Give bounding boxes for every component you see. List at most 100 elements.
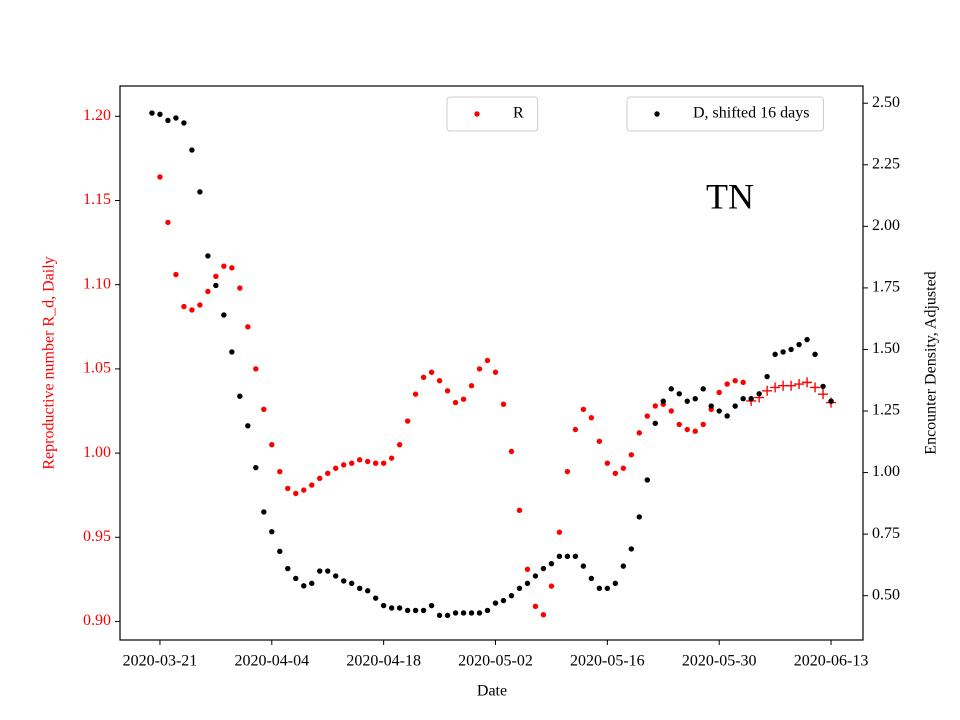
x-axis-label: Date: [477, 683, 507, 700]
point: [452, 610, 459, 616]
point: [237, 285, 243, 291]
point: [652, 403, 658, 409]
point: [508, 592, 515, 599]
point: [786, 380, 797, 391]
point: [628, 452, 635, 458]
point: [380, 602, 387, 609]
point: [684, 398, 690, 404]
x-tick-label: 2020-05-02: [458, 653, 533, 670]
point: [500, 401, 507, 407]
point: [692, 428, 698, 434]
point: [181, 120, 187, 126]
point: [460, 396, 467, 402]
point: [325, 568, 331, 574]
point: [772, 351, 778, 358]
x-tick-label: 2020-06-13: [794, 653, 869, 670]
point: [516, 585, 523, 591]
point: [708, 403, 714, 409]
y-tick-label: 1.00: [83, 444, 111, 461]
point: [404, 607, 411, 614]
point: [492, 600, 499, 606]
point: [524, 566, 531, 572]
point: [205, 253, 211, 259]
point: [620, 465, 627, 471]
point: [428, 602, 435, 609]
point: [428, 369, 435, 375]
point: [572, 426, 579, 433]
y2-tick-label: 1.50: [872, 340, 900, 357]
point: [492, 369, 499, 375]
point: [189, 147, 195, 153]
point: [213, 273, 219, 279]
point: [716, 389, 722, 396]
point: [380, 460, 387, 466]
point: [820, 383, 826, 390]
point: [293, 490, 299, 497]
point: [762, 385, 773, 396]
point: [828, 398, 834, 404]
point: [644, 477, 650, 483]
point: [770, 382, 781, 393]
point: [484, 357, 491, 364]
point: [325, 470, 331, 476]
point: [572, 553, 579, 559]
point: [261, 509, 267, 515]
point: [173, 271, 179, 278]
legend-marker: [654, 111, 660, 117]
point: [508, 448, 515, 455]
point: [564, 553, 571, 559]
point: [532, 573, 539, 579]
point: [540, 612, 547, 618]
point: [548, 560, 555, 567]
point: [588, 415, 595, 421]
x-tick-label: 2020-03-21: [123, 653, 198, 670]
point: [396, 441, 403, 448]
point: [388, 455, 395, 461]
x-tick-label: 2020-04-04: [234, 653, 309, 670]
y-tick-label: 0.90: [83, 612, 111, 629]
point: [149, 110, 155, 116]
point: [668, 408, 674, 414]
point: [516, 507, 523, 514]
point: [301, 487, 307, 493]
point: [317, 475, 323, 482]
y2-tick-label: 2.25: [872, 155, 900, 172]
point: [372, 595, 379, 601]
point: [412, 391, 419, 397]
point: [237, 393, 243, 399]
y-tick-label: 1.15: [83, 191, 111, 208]
point: [740, 379, 746, 386]
point: [221, 312, 227, 318]
point: [732, 403, 738, 409]
point: [364, 588, 371, 594]
point: [245, 423, 251, 429]
point: [596, 585, 603, 591]
point: [253, 366, 259, 372]
x-tick-label: 2020-05-30: [682, 653, 757, 670]
point: [444, 388, 451, 394]
point: [724, 381, 730, 387]
legend-marker: [474, 111, 480, 117]
point: [628, 546, 635, 552]
point: [333, 573, 339, 579]
y-tick-label: 1.20: [83, 107, 111, 124]
y-axis-label: Reproductive number R_d, Daily: [41, 256, 58, 469]
point: [668, 386, 674, 392]
point: [476, 610, 483, 616]
y-tick-label: 1.10: [83, 275, 111, 292]
point: [564, 468, 571, 475]
point: [333, 465, 339, 471]
point: [245, 324, 251, 330]
point: [676, 391, 682, 397]
point: [285, 565, 291, 572]
point: [818, 389, 829, 400]
y2-tick-label: 1.25: [872, 402, 900, 419]
point: [740, 396, 746, 402]
point: [348, 460, 355, 466]
point: [340, 578, 347, 584]
point: [620, 563, 627, 569]
point: [802, 377, 813, 388]
y-tick-label: 0.95: [83, 528, 111, 545]
point: [157, 111, 163, 118]
